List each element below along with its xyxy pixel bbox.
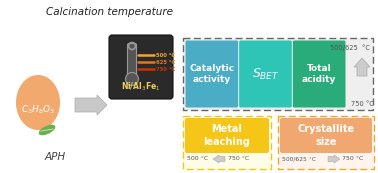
Text: $S_{BET}$: $S_{BET}$	[252, 66, 279, 81]
Text: Metal
leaching: Metal leaching	[204, 124, 251, 147]
FancyBboxPatch shape	[186, 40, 238, 107]
Polygon shape	[354, 58, 370, 76]
Polygon shape	[16, 75, 60, 130]
Ellipse shape	[39, 125, 55, 135]
Circle shape	[125, 72, 138, 85]
Text: APH: APH	[45, 152, 65, 162]
Text: Crystallite
size: Crystallite size	[297, 124, 355, 147]
Text: 500/625 °C: 500/625 °C	[282, 157, 316, 162]
Text: Calcination temperature: Calcination temperature	[46, 7, 174, 17]
FancyBboxPatch shape	[185, 118, 269, 153]
FancyBboxPatch shape	[183, 116, 271, 169]
Text: 500 °C: 500 °C	[187, 157, 208, 162]
Text: 500 °C: 500 °C	[156, 53, 175, 58]
Text: $C_3H_8O_3$: $C_3H_8O_3$	[21, 104, 55, 116]
FancyArrow shape	[75, 95, 107, 115]
Text: 500/625  °C: 500/625 °C	[330, 44, 370, 51]
FancyBboxPatch shape	[127, 43, 136, 75]
Text: 625 °C: 625 °C	[156, 60, 175, 65]
FancyArrow shape	[328, 155, 340, 163]
FancyBboxPatch shape	[293, 40, 345, 107]
FancyBboxPatch shape	[239, 40, 292, 107]
FancyArrow shape	[213, 155, 225, 163]
Text: Ni/Al$_3$Fe$_1$: Ni/Al$_3$Fe$_1$	[121, 81, 161, 93]
FancyBboxPatch shape	[109, 35, 173, 99]
FancyBboxPatch shape	[280, 118, 372, 153]
Text: 750 °C: 750 °C	[156, 67, 175, 72]
Text: 750 °C: 750 °C	[342, 157, 363, 162]
Text: Catalytic
activity: Catalytic activity	[189, 64, 234, 84]
FancyBboxPatch shape	[278, 116, 374, 169]
Text: Total
acidity: Total acidity	[302, 64, 336, 84]
Text: 750 °C: 750 °C	[350, 101, 373, 107]
FancyBboxPatch shape	[183, 38, 373, 110]
Text: 750 °C: 750 °C	[228, 157, 249, 162]
